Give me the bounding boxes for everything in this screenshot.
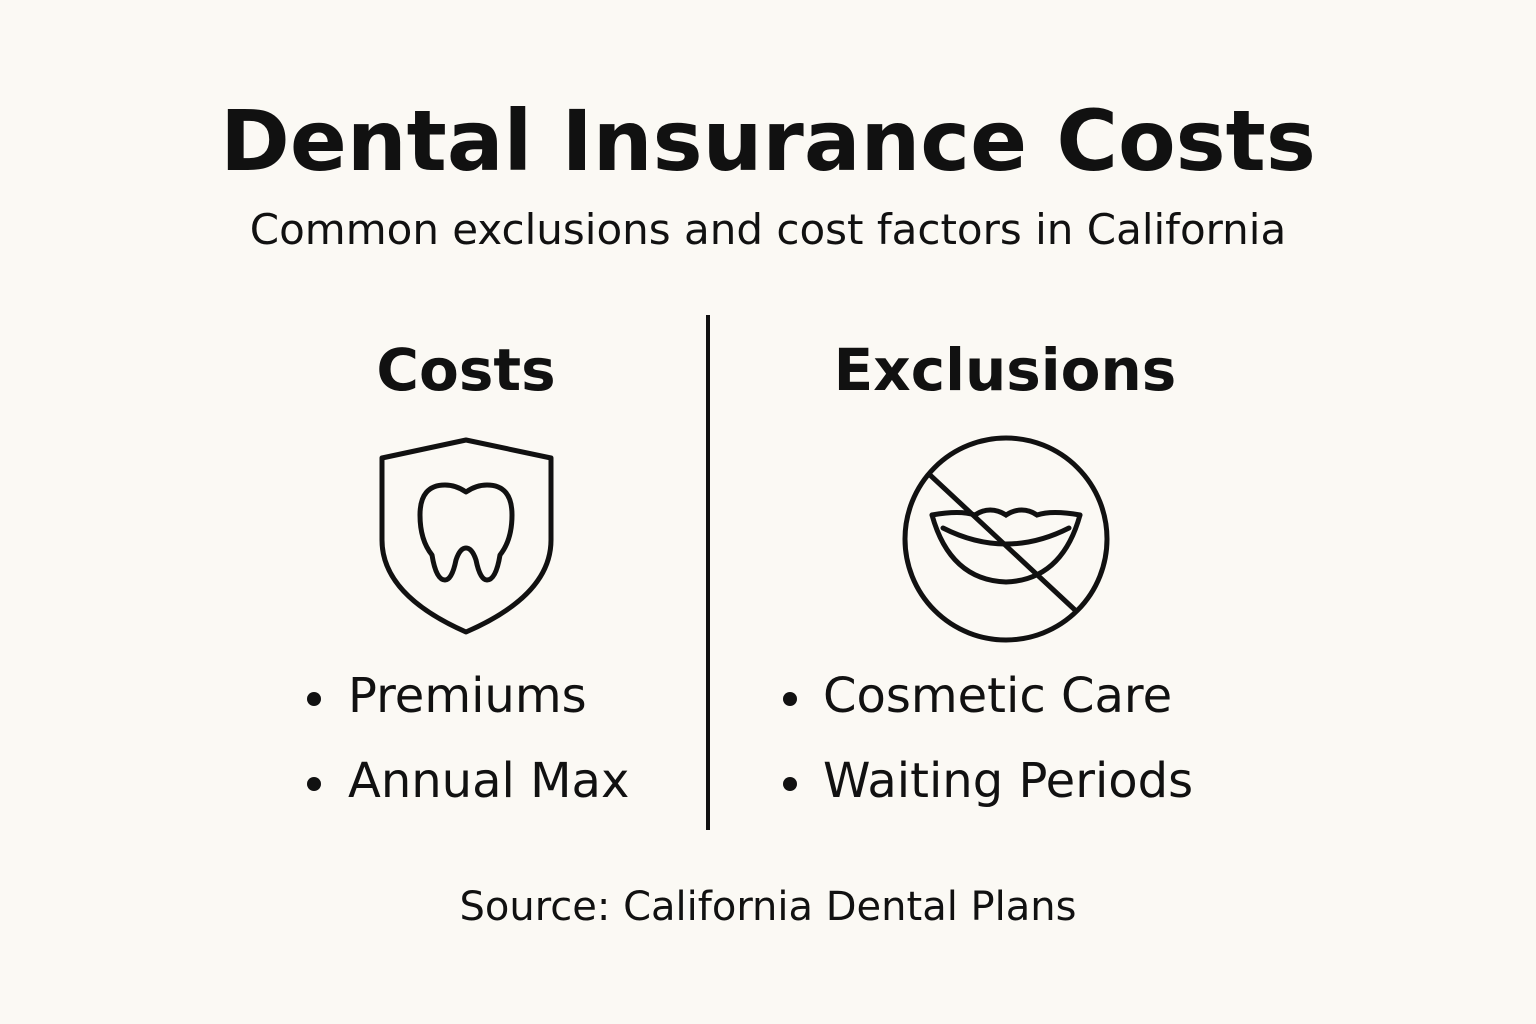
column-heading: Costs <box>376 336 556 404</box>
shield-tooth-icon <box>379 437 554 635</box>
bullet <box>783 777 797 791</box>
list-item: Annual Max <box>348 753 630 809</box>
list-item: Premiums <box>348 668 587 724</box>
subtitle: Common exclusions and cost factors in Ca… <box>249 205 1287 254</box>
bullet <box>783 692 797 706</box>
column-heading: Exclusions <box>833 336 1177 404</box>
bullet <box>307 777 321 791</box>
list-item: Waiting Periods <box>823 753 1194 809</box>
source: Source: California Dental Plans <box>459 884 1077 930</box>
list-item: Cosmetic Care <box>823 668 1173 724</box>
bullet <box>307 692 321 706</box>
no-lips-icon <box>902 435 1110 643</box>
title: Dental Insurance Costs <box>220 92 1316 190</box>
